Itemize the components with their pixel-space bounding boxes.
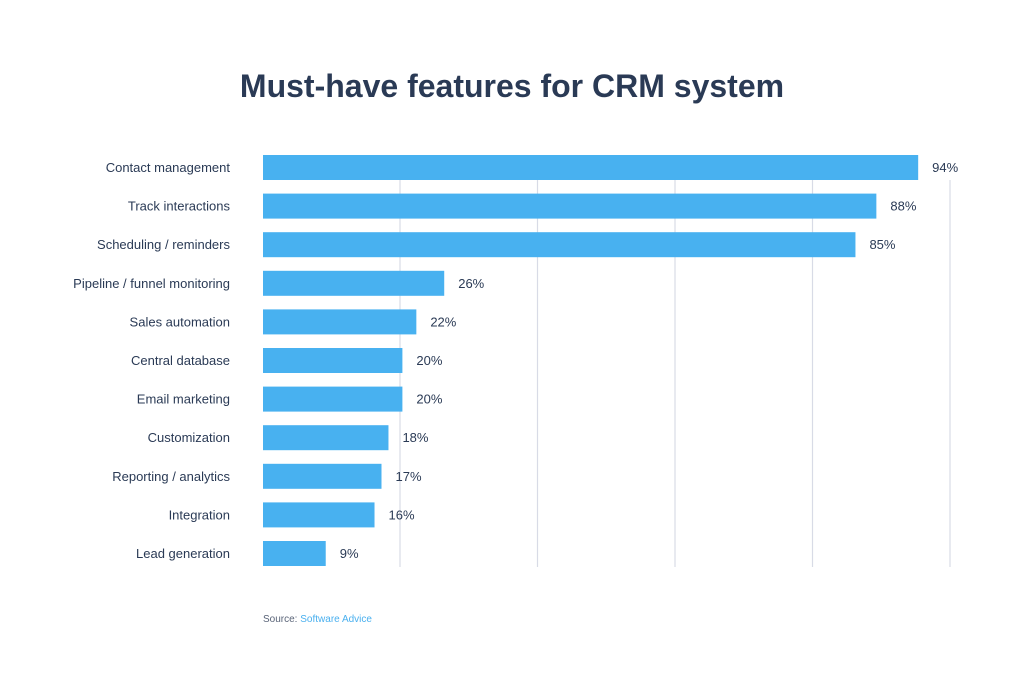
bar	[263, 541, 326, 566]
chart-title: Must-have features for CRM system	[239, 68, 785, 104]
data-label: 9%	[340, 546, 359, 561]
bar	[263, 270, 445, 296]
category-label: Central database	[131, 353, 230, 368]
data-label: 26%	[458, 276, 484, 291]
category-label: Contact management	[106, 160, 231, 175]
category-label: Email marketing	[137, 392, 230, 407]
category-label: Scheduling / reminders	[97, 237, 230, 252]
data-label: 17%	[395, 469, 421, 484]
category-label: Integration	[169, 507, 230, 522]
data-label: 22%	[430, 314, 456, 329]
bar	[263, 309, 417, 335]
category-label: Sales automation	[130, 314, 230, 329]
bar	[263, 463, 382, 489]
data-label: 94%	[932, 160, 958, 175]
data-label: 20%	[416, 392, 442, 407]
bar	[263, 502, 375, 528]
bar	[263, 232, 856, 258]
bar	[263, 193, 877, 219]
data-label: 88%	[890, 199, 916, 214]
category-label: Track interactions	[128, 199, 231, 214]
data-label: 18%	[402, 430, 428, 445]
category-label: Lead generation	[136, 546, 230, 561]
category-label: Reporting / analytics	[112, 469, 230, 484]
bar	[263, 386, 403, 412]
data-label: 16%	[389, 507, 415, 522]
bar	[263, 155, 919, 180]
bar	[263, 348, 403, 373]
data-label: 85%	[869, 237, 895, 252]
source-note: Source: Software Advice	[263, 614, 372, 625]
source-label: Source:	[263, 614, 298, 625]
bar	[263, 425, 389, 451]
source-link[interactable]: Software Advice	[300, 614, 372, 625]
category-label: Pipeline / funnel monitoring	[73, 276, 230, 291]
category-label: Customization	[148, 430, 230, 445]
data-label: 20%	[416, 353, 442, 368]
